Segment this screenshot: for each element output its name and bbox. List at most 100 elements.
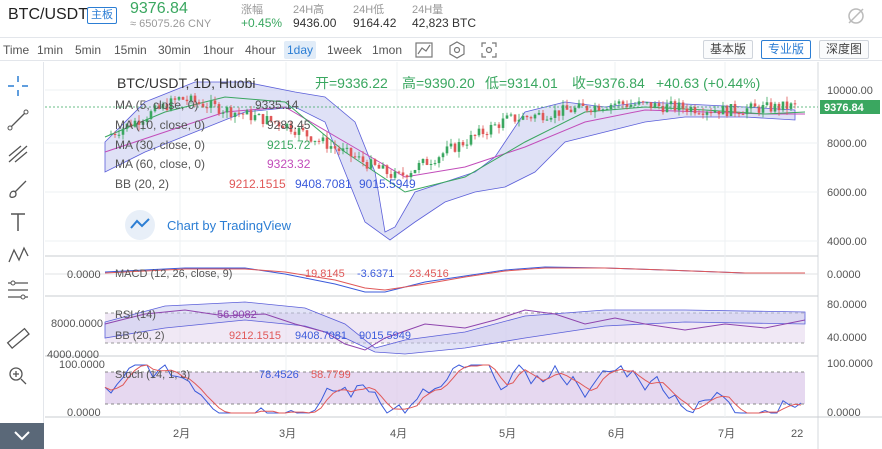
rsi-tick-80: 80.0000	[827, 299, 867, 311]
candle-body	[725, 105, 729, 117]
candle-body	[177, 97, 181, 100]
candle-body	[657, 103, 661, 107]
tf-15min[interactable]: 15min	[114, 43, 147, 57]
ma10-label: MA (10, close, 0)	[115, 118, 205, 132]
text-tool-icon[interactable]	[4, 208, 32, 236]
candle-body	[437, 157, 441, 164]
candle-body	[369, 159, 373, 169]
candle-body	[497, 124, 501, 128]
price-tag-right	[820, 100, 880, 114]
x-tick-may: 5月	[499, 428, 516, 440]
tf-30min[interactable]: 30min	[158, 43, 191, 57]
candle-body	[509, 114, 513, 116]
stoch-left-100: 100.0000	[59, 359, 105, 371]
candle-body	[453, 143, 457, 152]
rsi-left-4000: 4000.0000	[47, 349, 99, 361]
candle-body	[265, 116, 269, 125]
tf-1min[interactable]: 1min	[37, 43, 64, 57]
x-tick-apr: 4月	[390, 428, 407, 440]
candle-body	[601, 109, 605, 111]
crosshair-icon[interactable]	[4, 72, 32, 100]
candle-body	[589, 110, 593, 113]
fib-icon[interactable]	[4, 276, 32, 304]
candle-body	[701, 113, 705, 115]
candle-body	[237, 112, 241, 114]
candlestick-series	[109, 93, 797, 181]
y-tick-4000: 4000.00	[827, 236, 867, 248]
bb-lower: 9015.5949	[359, 177, 416, 191]
trend-line-icon[interactable]	[4, 106, 32, 134]
candle-body	[197, 102, 201, 104]
view-basic-button[interactable]: 基本版	[703, 40, 754, 59]
ma5-label: MA (5, close, 0)	[115, 98, 198, 112]
candle-body	[285, 123, 289, 129]
tf-1day[interactable]: 1day	[284, 41, 317, 59]
candle-body	[621, 101, 625, 105]
candle-body	[737, 113, 741, 115]
candle-body	[113, 133, 117, 135]
candle-body	[785, 101, 789, 109]
candle-body	[457, 142, 461, 152]
pitchfork-icon[interactable]	[4, 140, 32, 168]
candle-body	[169, 98, 173, 111]
view-pro-button[interactable]: 专业版	[761, 40, 812, 59]
candle-body	[593, 105, 597, 113]
candle-body	[749, 103, 753, 109]
candle-body	[173, 98, 177, 100]
candle-body	[689, 107, 693, 112]
candle-body	[597, 105, 601, 111]
chart-type-icon[interactable]	[414, 41, 434, 59]
pattern-icon[interactable]	[4, 242, 32, 270]
candle-body	[345, 147, 349, 149]
candle-body	[445, 146, 449, 154]
fullscreen-icon[interactable]	[479, 41, 499, 59]
tf-5min[interactable]: 5min	[75, 43, 102, 57]
brush-icon[interactable]	[4, 174, 32, 202]
tf-1hour[interactable]: 1hour	[203, 43, 234, 57]
candle-body	[761, 105, 765, 113]
bb-label: BB (20, 2)	[115, 177, 169, 191]
candle-body	[793, 103, 797, 105]
macd-tick-zero: 0.0000	[827, 269, 861, 281]
tradingview-watermark[interactable]: Chart by TradingView	[167, 218, 292, 233]
tf-1week[interactable]: 1week	[327, 43, 362, 57]
candle-body	[481, 128, 485, 135]
candle-body	[465, 144, 469, 146]
candle-body	[397, 171, 401, 173]
collapse-arrow-icon[interactable]	[0, 423, 44, 449]
candle-body	[229, 107, 233, 117]
ma-60-line	[104, 106, 805, 178]
chart-canvas[interactable]: 10000.00 8000.00 6000.00 4000.00 0.0000 …	[45, 62, 882, 449]
chart-area[interactable]: 10000.00 8000.00 6000.00 4000.00 0.0000 …	[45, 62, 882, 449]
macd-signal	[104, 267, 805, 291]
candle-body	[381, 165, 385, 169]
candle-body	[485, 134, 489, 136]
macd-value-2: -3.6371	[357, 268, 394, 280]
tf-4hour[interactable]: 4hour	[245, 43, 276, 57]
ruler-icon[interactable]	[4, 324, 32, 352]
y-tick-10000: 10000.00	[827, 85, 873, 97]
settings-icon[interactable]	[447, 41, 467, 59]
board-badge[interactable]: 主板	[87, 7, 117, 24]
tf-1mon[interactable]: 1mon	[372, 43, 403, 57]
candle-body	[693, 107, 697, 114]
candle-body	[353, 156, 357, 158]
candle-body	[221, 112, 225, 114]
svg-text:9376.84: 9376.84	[824, 102, 865, 114]
tf-time[interactable]: Time	[3, 43, 30, 57]
ma60-label: MA (60, close, 0)	[115, 157, 205, 171]
candle-body	[673, 101, 677, 111]
x-tick-mar: 3月	[279, 428, 296, 440]
drawing-toolbar	[0, 62, 44, 449]
candle-body	[301, 128, 305, 131]
candle-body	[209, 100, 213, 108]
candle-body	[781, 101, 785, 111]
view-depth-button[interactable]: 深度图	[819, 40, 870, 59]
zoom-in-icon[interactable]	[4, 362, 32, 390]
candle-body	[789, 103, 793, 109]
candle-body	[533, 114, 537, 119]
candle-body	[733, 104, 737, 114]
eye-off-icon[interactable]	[845, 6, 867, 26]
legend-close: 收=9376.84	[572, 75, 645, 91]
ticker-header: BTC/USDT 主板 9376.84 ≈ 65075.26 CNY 涨幅 +0…	[0, 0, 882, 36]
